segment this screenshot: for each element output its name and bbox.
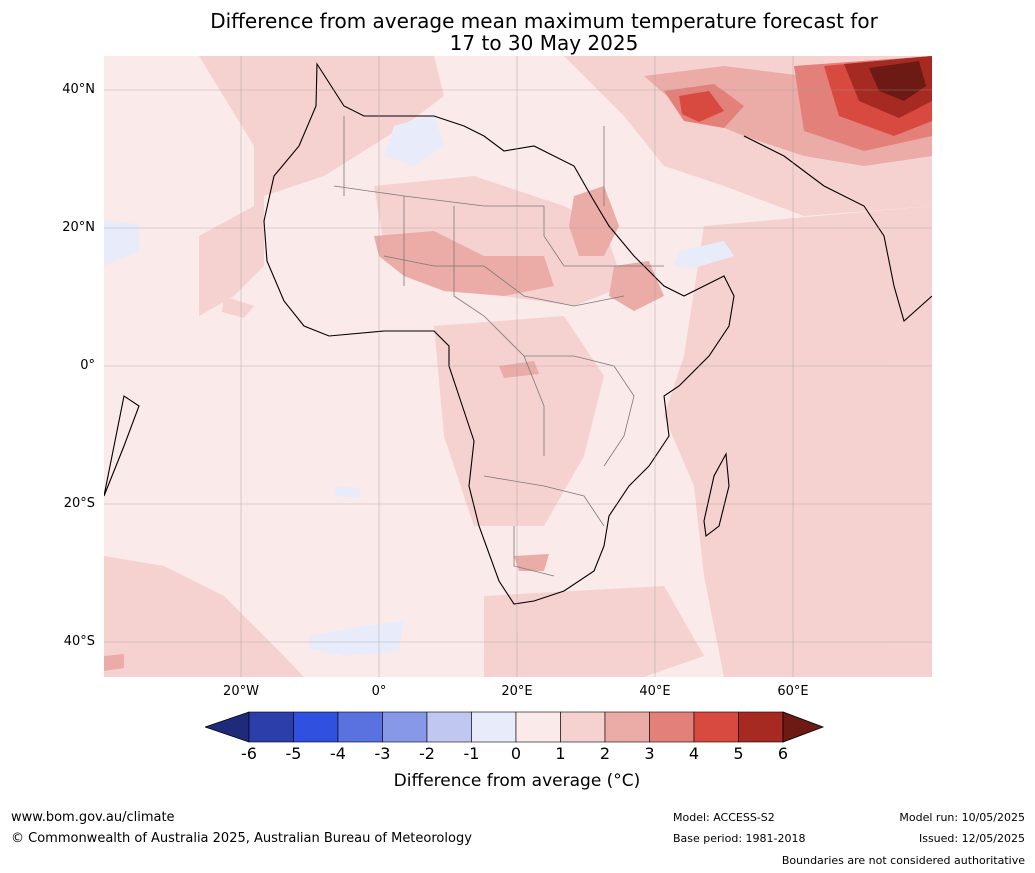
colorbar-tick-label: 6	[777, 744, 789, 763]
lat-label-0: 0°	[80, 358, 95, 373]
colorbar-tick-label: -2	[419, 744, 435, 763]
colorbar-segment	[738, 711, 784, 743]
lon-label-20w: 20°W	[223, 684, 259, 699]
lon-label-60e: 60°E	[777, 684, 809, 699]
colorbar-tick-label: -3	[374, 744, 391, 763]
colorbar-tick-label: 0	[510, 744, 522, 763]
colorbar-label: Difference from average (°C)	[393, 771, 641, 791]
colorbar-tick-label: 2	[599, 744, 611, 763]
footer-base-period: Base period: 1981-2018	[673, 832, 806, 845]
footer-disclaimer: Boundaries are not considered authoritat…	[781, 854, 1025, 867]
anomaly-over-6-regions	[869, 61, 926, 101]
colorbar-tick-label: 4	[688, 744, 700, 763]
lon-label-20e: 20°E	[501, 684, 533, 699]
lon-label-40e: 40°E	[639, 684, 671, 699]
colorbar-segment	[604, 711, 650, 743]
colorbar-extend-low	[205, 711, 250, 743]
colorbar	[205, 711, 825, 743]
colorbar-tick-label: -5	[285, 744, 302, 763]
map-title: Difference from average mean maximum tem…	[104, 10, 984, 54]
title-line-2: 17 to 30 May 2025	[449, 31, 639, 55]
lat-label-40s: 40°S	[63, 634, 95, 649]
colorbar-extend-high	[782, 711, 825, 743]
anomaly-map	[104, 56, 932, 677]
colorbar-segment	[426, 711, 472, 743]
lon-label-0: 0°	[371, 684, 387, 699]
title-line-1: Difference from average mean maximum tem…	[210, 9, 878, 33]
footer-issued: Issued: 12/05/2025	[918, 832, 1025, 845]
colorbar-segment	[248, 711, 294, 743]
lat-label-20n: 20°N	[62, 220, 95, 235]
footer-model: Model: ACCESS-S2	[673, 811, 775, 824]
country-boundaries	[333, 116, 664, 577]
colorbar-segment	[293, 711, 339, 743]
footer-url: www.bom.gov.au/climate	[11, 810, 175, 825]
colorbar-segment	[693, 711, 739, 743]
coastlines	[104, 62, 932, 605]
colorbar-segment	[337, 711, 383, 743]
anomaly-neg-regions	[104, 114, 734, 656]
footer-model-run: Model run: 10/05/2025	[899, 811, 1025, 824]
colorbar-tick-label: -6	[241, 744, 257, 763]
colorbar-tick-label: -4	[330, 744, 346, 763]
footer-copyright: © Commonwealth of Australia 2025, Austra…	[11, 831, 472, 846]
colorbar-segment	[560, 711, 606, 743]
colorbar-tick-label: 3	[644, 744, 655, 763]
colorbar-tick-label: -1	[463, 744, 480, 763]
colorbar-segment	[471, 711, 517, 743]
colorbar-tick-label: 1	[555, 744, 566, 763]
lat-label-40n: 40°N	[62, 82, 95, 97]
graticule	[104, 56, 932, 677]
colorbar-segment	[382, 711, 428, 743]
lat-label-20s: 20°S	[63, 496, 95, 511]
colorbar-segment	[649, 711, 695, 743]
colorbar-segment	[515, 711, 561, 743]
colorbar-tick-label: 5	[733, 744, 744, 763]
